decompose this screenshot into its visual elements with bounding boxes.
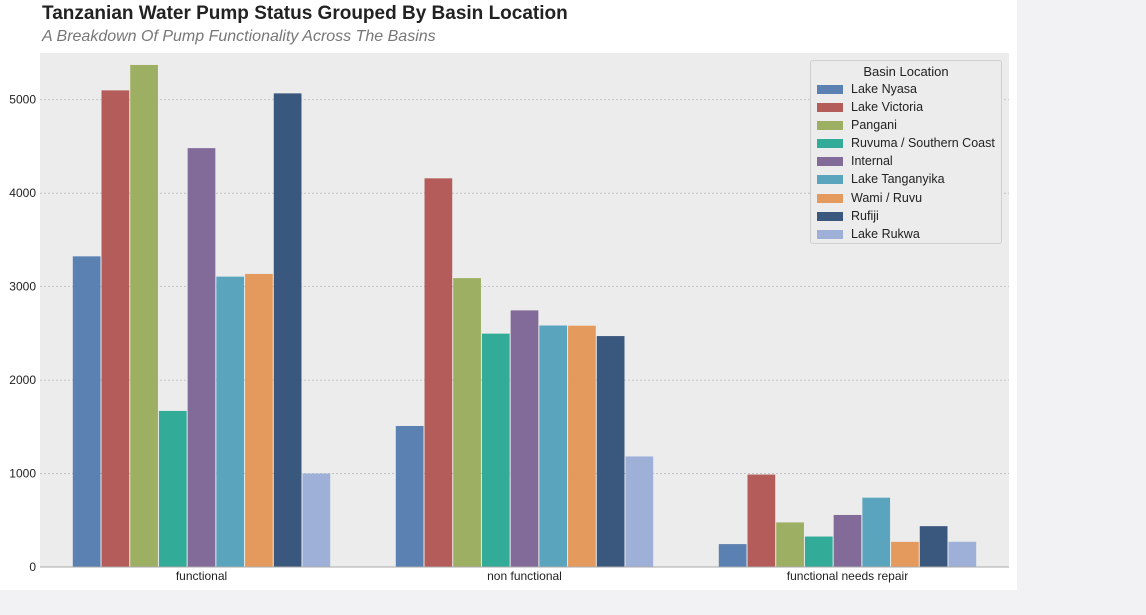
legend-item: Rufiji <box>811 208 1001 226</box>
bar-ruvuma-southern-coast-2 <box>804 536 833 567</box>
legend-swatch <box>817 211 843 221</box>
bar-internal-1 <box>510 310 539 567</box>
bar-lake-victoria-1 <box>424 178 453 567</box>
bar-wami-ruvu-0 <box>245 273 273 567</box>
legend-item: Ruvuma / Southern Coast <box>811 135 1001 153</box>
bar-lake-tanganyika-2 <box>862 497 891 567</box>
bars <box>72 64 977 568</box>
y-tick-label: 0 <box>29 560 36 574</box>
bar-rufiji-1 <box>596 336 625 567</box>
bar-lake-tanganyika-0 <box>216 276 245 567</box>
legend-title: Basin Location <box>863 64 949 79</box>
x-tick-label: functional needs repair <box>787 569 908 583</box>
bar-wami-ruvu-2 <box>891 541 919 567</box>
legend-item: Wami / Ruvu <box>811 190 1001 208</box>
y-tick-label: 1000 <box>9 467 36 481</box>
legend-swatch <box>817 175 843 185</box>
y-tick-label: 4000 <box>9 186 36 200</box>
x-tick-label: non functional <box>487 569 562 583</box>
bar-lake-tanganyika-1 <box>539 325 568 567</box>
legend-item: Lake Rukwa <box>811 226 1001 244</box>
bar-ruvuma-southern-coast-0 <box>158 410 187 567</box>
y-tick-label: 5000 <box>9 93 36 107</box>
legend-label: Lake Tanganyika <box>851 172 945 187</box>
legend-swatch <box>817 139 843 149</box>
x-tick-labels: functional non functional functional needs… <box>176 569 908 583</box>
bar-rufiji-2 <box>919 526 948 567</box>
legend-item: Internal <box>811 153 1001 171</box>
legend-label: Rufiji <box>851 208 879 223</box>
legend-item: Pangani <box>811 117 1001 135</box>
bar-pangani-2 <box>776 522 804 567</box>
legend-swatch <box>817 229 843 239</box>
bar-internal-0 <box>187 148 216 568</box>
legend-label: Ruvuma / Southern Coast <box>851 136 995 151</box>
bar-pangani-1 <box>453 278 481 567</box>
legend-swatch <box>817 193 843 203</box>
legend-item: Lake Tanganyika <box>811 171 1001 189</box>
bar-lake-rukwa-0 <box>302 473 331 567</box>
bar-ruvuma-southern-coast-1 <box>481 333 510 567</box>
legend-label: Lake Rukwa <box>851 226 920 241</box>
legend: Basin Location Lake Nyasa Lake Victoria Pa… <box>810 60 1002 244</box>
bar-lake-rukwa-2 <box>948 541 977 567</box>
bar-lake-nyasa-1 <box>395 425 424 567</box>
bar-internal-2 <box>833 514 862 567</box>
bar-wami-ruvu-1 <box>568 325 596 567</box>
bar-lake-nyasa-2 <box>718 544 747 567</box>
bar-rufiji-0 <box>273 93 302 567</box>
legend-item: Lake Nyasa <box>811 81 1001 99</box>
bar-lake-victoria-0 <box>101 90 130 567</box>
legend-label: Lake Victoria <box>851 100 924 115</box>
y-tick-label: 3000 <box>9 280 36 294</box>
x-tick-label: functional <box>176 569 227 583</box>
chart-figure: Tanzanian Water Pump Status Grouped By B… <box>0 0 1017 590</box>
y-tick-label: 2000 <box>9 373 36 387</box>
legend-items: Lake Nyasa Lake Victoria Pangani Ruvuma / S… <box>811 81 1001 244</box>
chart-subtitle: A Breakdown Of Pump Functionality Across… <box>42 28 436 45</box>
chart-title: Tanzanian Water Pump Status Grouped By B… <box>42 3 568 24</box>
bar-pangani-0 <box>130 64 158 567</box>
legend-swatch <box>817 121 843 131</box>
legend-label: Pangani <box>851 118 897 133</box>
legend-swatch <box>817 157 843 167</box>
bar-lake-victoria-2 <box>747 474 776 567</box>
legend-label: Internal <box>851 154 893 169</box>
legend-swatch <box>817 85 843 94</box>
legend-label: Lake Nyasa <box>851 82 918 96</box>
bar-lake-rukwa-1 <box>625 456 654 567</box>
legend-swatch <box>817 103 843 113</box>
legend-item: Lake Victoria <box>811 99 1001 117</box>
bar-lake-nyasa-0 <box>72 256 101 567</box>
legend-label: Wami / Ruvu <box>851 190 923 205</box>
y-tick-labels: 0 1000 2000 3000 4000 5000 <box>9 93 36 574</box>
